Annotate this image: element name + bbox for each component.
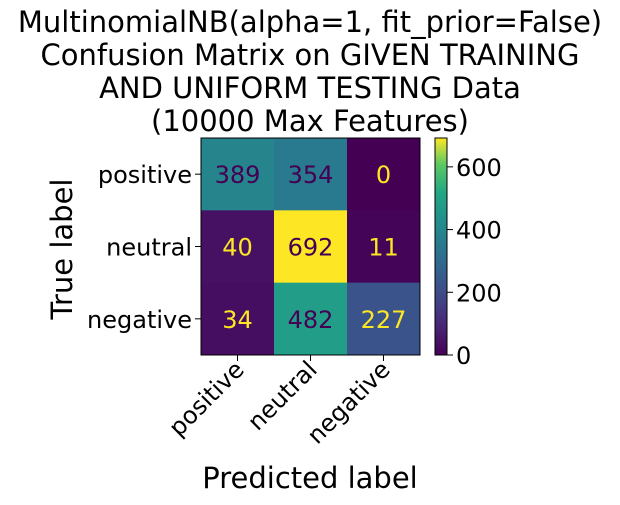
x-tick-label: positive xyxy=(163,355,249,441)
y-axis-label: True label xyxy=(45,179,79,321)
cell-value-label: 354 xyxy=(288,161,334,189)
matrix-cell xyxy=(201,210,275,284)
cell-value-label: 40 xyxy=(222,234,253,262)
colorbar-tick-label: 0 xyxy=(456,342,471,370)
chart-title-line-1: MultinomialNB(alpha=1, fit_prior=False) xyxy=(18,5,602,39)
colorbar-ticks: 0 200 400 600 xyxy=(447,154,502,370)
x-axis-label: Predicted label xyxy=(202,461,418,495)
colorbar xyxy=(434,137,448,356)
chart-title-line-4: (10000 Max Features) xyxy=(151,104,469,138)
cell-value-label: 482 xyxy=(288,306,334,334)
matrix-cell xyxy=(201,282,275,356)
cell-value-label: 11 xyxy=(368,234,399,262)
matrix-cell xyxy=(274,138,348,211)
y-tick-label: positive xyxy=(98,161,192,189)
matrix-annotations: 389 354 0 40 692 11 34 482 227 xyxy=(215,161,407,334)
cell-value-label: 227 xyxy=(361,306,407,334)
matrix-cell xyxy=(201,138,275,211)
colorbar-tick-label: 600 xyxy=(456,154,502,182)
y-axis-ticks: positive neutral negative xyxy=(87,161,201,334)
cell-value-label: 34 xyxy=(222,306,253,334)
y-tick-label: negative xyxy=(87,306,192,334)
colorbar-tick-label: 200 xyxy=(456,279,502,307)
chart-title: MultinomialNB(alpha=1, fit_prior=False) … xyxy=(18,5,602,138)
matrix-cell xyxy=(274,282,348,356)
chart-title-line-3: AND UNIFORM TESTING Data xyxy=(99,71,521,105)
y-tick-label: neutral xyxy=(106,234,192,262)
cell-value-label: 692 xyxy=(288,234,334,262)
matrix-cell xyxy=(274,210,348,284)
matrix-cell xyxy=(347,282,421,356)
matrix-cell xyxy=(347,138,421,211)
colorbar-tick-label: 400 xyxy=(456,217,502,245)
matrix-cells xyxy=(201,138,421,356)
cell-value-label: 389 xyxy=(215,161,261,189)
chart-title-line-2: Confusion Matrix on GIVEN TRAINING xyxy=(41,38,580,72)
matrix-cell xyxy=(347,210,421,284)
cell-value-label: 0 xyxy=(376,161,391,189)
